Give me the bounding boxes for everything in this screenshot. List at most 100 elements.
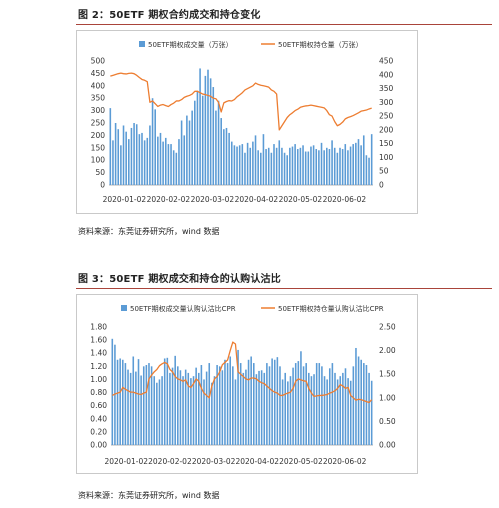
bar	[215, 110, 217, 185]
bar	[347, 150, 349, 185]
y-left-tick-label: 450	[91, 69, 106, 78]
bar	[281, 147, 283, 185]
bar	[252, 141, 254, 185]
y-right-tick-label: 1.00	[379, 393, 396, 402]
bar	[365, 155, 368, 185]
series-line	[110, 72, 372, 131]
y-left-tick-label: 500	[91, 57, 106, 66]
bar	[125, 131, 127, 185]
bar	[194, 100, 196, 185]
y-left-tick-label: 400	[91, 81, 106, 90]
figure-3-chart: 50ETF期权成交量认购认沽比CPR 50ETF期权持仓量认购认沽比CPR 0.00…	[90, 304, 396, 466]
bar	[304, 151, 307, 185]
bar	[195, 367, 197, 445]
y-right-tick-label: 0	[379, 181, 384, 190]
bar	[297, 361, 300, 445]
bar	[197, 372, 200, 445]
y-right-tick-label: 450	[379, 57, 394, 66]
bar	[186, 115, 188, 185]
bar	[237, 349, 239, 445]
bar	[244, 152, 246, 185]
bar	[360, 359, 362, 445]
y-right-tick-label: 2.00	[379, 346, 396, 355]
bar	[162, 141, 164, 185]
bar	[339, 147, 341, 185]
bar	[191, 110, 193, 185]
bar	[271, 358, 273, 445]
bar	[289, 376, 292, 445]
bar	[254, 135, 257, 185]
bar	[114, 123, 117, 185]
bar	[241, 144, 244, 185]
bar	[201, 95, 204, 185]
bar	[122, 359, 124, 445]
bar	[333, 147, 336, 185]
legend-label: 50ETF期权成交量（万张）	[148, 40, 233, 49]
bar	[278, 140, 281, 185]
x-tick-label: 2020-06-02	[323, 457, 367, 466]
bar	[334, 372, 336, 445]
bar	[247, 359, 250, 445]
bar	[207, 69, 209, 185]
bar	[163, 358, 166, 445]
bar	[275, 147, 278, 185]
legend-label: 50ETF期权持仓量（万张）	[278, 40, 363, 49]
bar	[258, 370, 260, 445]
bar	[352, 366, 355, 445]
bar	[216, 365, 218, 445]
bar	[158, 379, 161, 445]
bar	[224, 359, 226, 445]
y-left-tick-label: 50	[95, 168, 105, 177]
bar	[190, 378, 192, 445]
bar	[296, 149, 299, 185]
bar	[313, 374, 315, 445]
bar	[323, 150, 325, 185]
bar	[234, 379, 237, 445]
bar	[225, 127, 228, 185]
bar	[166, 357, 169, 445]
bar	[328, 368, 331, 445]
bar	[287, 381, 289, 445]
bar	[302, 145, 304, 185]
bar	[302, 366, 305, 445]
bar	[151, 98, 154, 185]
bar	[164, 137, 167, 185]
bar	[142, 366, 145, 445]
bar	[363, 363, 365, 445]
bar	[213, 376, 216, 445]
bar	[212, 87, 215, 185]
bar	[229, 356, 231, 445]
bar	[209, 78, 212, 185]
y-left-tick-label: 0.80	[90, 388, 107, 397]
bar	[208, 363, 211, 445]
bar	[292, 367, 294, 445]
legend-label: 50ETF期权持仓量认购认沽比CPR	[278, 304, 384, 313]
bar	[135, 371, 137, 445]
bar	[276, 357, 279, 445]
bar	[138, 134, 141, 185]
series-line	[112, 341, 373, 404]
legend-label: 50ETF期权成交量认购认沽比CPR	[130, 304, 236, 313]
y-right-tick-label: 400	[379, 70, 394, 79]
bar	[246, 142, 249, 185]
bar	[263, 372, 266, 445]
bar	[268, 366, 271, 445]
bar	[357, 139, 360, 185]
bar	[368, 372, 370, 445]
y-left-tick-label: 1.40	[90, 349, 107, 358]
bar	[150, 366, 153, 445]
bar	[175, 152, 178, 185]
bar	[239, 363, 242, 445]
bar	[112, 140, 114, 185]
bar	[323, 376, 326, 445]
y-left-tick-label: 0.40	[90, 414, 107, 423]
y-left-tick-label: 0.00	[90, 441, 107, 450]
y-right-tick-label: 250	[379, 112, 394, 121]
bar	[199, 68, 201, 185]
bar	[281, 379, 284, 445]
figure-3-chart-frame: 50ETF期权成交量认购认沽比CPR 50ETF期权持仓量认购认沽比CPR 0.00…	[76, 294, 418, 474]
bar	[291, 146, 294, 185]
bar	[315, 363, 318, 445]
figure-2-chart: 50ETF期权成交量（万张） 50ETF期权持仓量（万张） 0 50 100 150 200…	[91, 40, 394, 204]
bar	[140, 375, 142, 445]
